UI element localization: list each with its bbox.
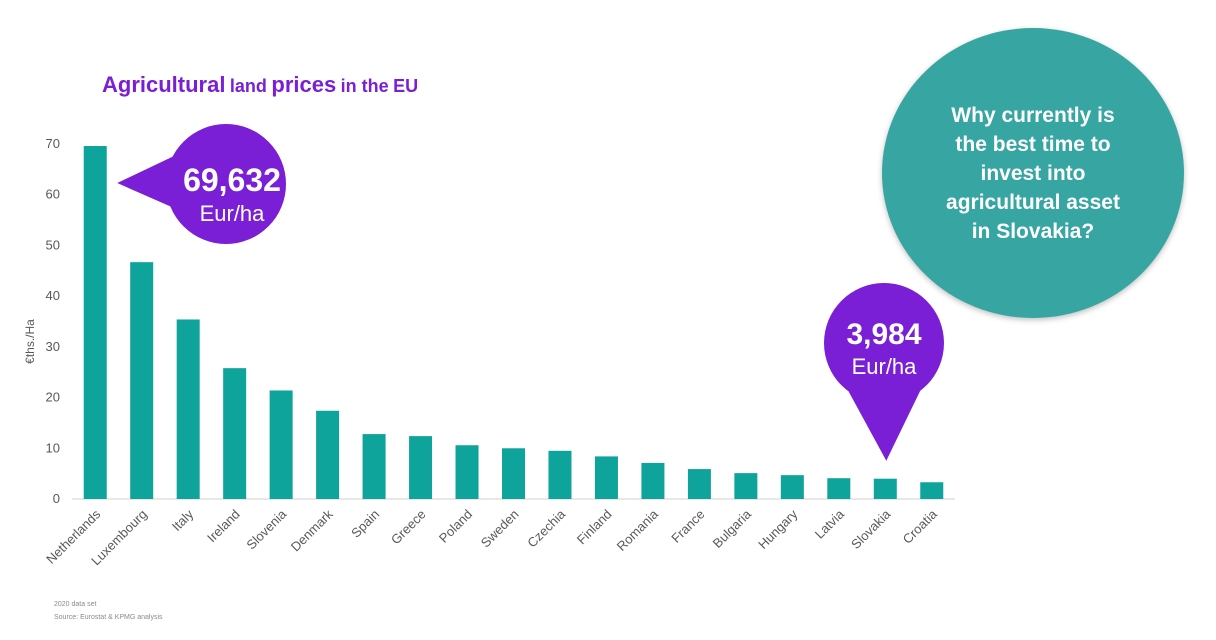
footnote-dataset: 2020 data set [54,601,97,608]
y-tick-label: 50 [46,237,60,252]
y-tick-label: 10 [46,440,60,455]
bar [455,445,479,499]
y-tick-label: 70 [46,136,60,151]
bar [362,434,386,499]
bar [83,146,107,499]
bar [548,450,572,499]
bar [734,473,758,499]
x-tick-label: Italy [169,506,197,534]
bar [920,482,944,499]
callout-bubble [166,124,286,244]
bar [873,478,897,499]
title-part: prices [271,72,337,97]
y-tick-label: 30 [46,339,60,354]
footnote-source: Source: Eurostat & KPMG analysis [54,614,163,621]
x-tick-label: Czechia [524,506,568,550]
x-tick-label: Greece [388,507,429,548]
callout-bubble [824,283,944,403]
bar [223,368,247,499]
x-tick-label: Croatia [900,506,941,547]
x-tick-label: Ireland [204,507,243,546]
question-text: Why currently is the best time to invest… [923,101,1143,246]
x-tick-label: Slovenia [243,506,289,552]
x-tick-label: Romania [614,506,662,554]
x-tick-label: France [668,507,707,546]
callout-pointer [117,156,174,208]
callout-value: 3,984 [846,318,921,351]
x-tick-label: Denmark [288,506,336,554]
x-tick-label: Sweden [478,507,522,551]
x-tick-label: Finland [574,507,615,548]
question-line: Why currently is [951,103,1115,127]
bar [780,475,804,499]
callout-unit: Eur/ha [852,354,918,379]
question-circle: Why currently is the best time to invest… [882,28,1184,318]
bar [641,462,665,499]
bar [316,410,340,499]
y-tick-label: 20 [46,390,60,405]
bar [269,390,293,499]
bar [502,448,525,499]
y-axis-label: €ths./Ha [23,319,37,364]
x-tick-label: Hungary [755,506,801,552]
question-line: agricultural asset [946,190,1120,214]
bar [827,478,851,499]
chart-title: Agricultural land prices in the EU [102,72,418,98]
question-line: in Slovakia? [971,219,1095,243]
bar [176,319,200,499]
title-part: land [229,76,267,96]
bar [130,262,154,499]
y-tick-label: 0 [53,491,60,506]
x-tick-label: Slovakia [848,506,894,552]
title-part: EU [393,76,419,96]
x-tick-label: Spain [348,507,382,541]
title-part: Agricultural [102,72,226,97]
x-tick-label: Bulgaria [710,506,755,551]
callout-pointer [844,383,924,461]
y-tick-label: 60 [46,187,60,202]
x-tick-label: Poland [436,507,475,546]
title-part: in the [340,76,389,96]
bar [687,469,711,499]
bar [409,436,433,499]
question-line: invest into [980,161,1086,185]
bar [594,456,618,499]
x-tick-label: Latvia [812,506,848,542]
callout-value: 69,632 [183,162,281,198]
callout-unit: Eur/ha [200,201,266,226]
y-tick-label: 40 [46,288,60,303]
question-line: the best time to [955,132,1111,156]
